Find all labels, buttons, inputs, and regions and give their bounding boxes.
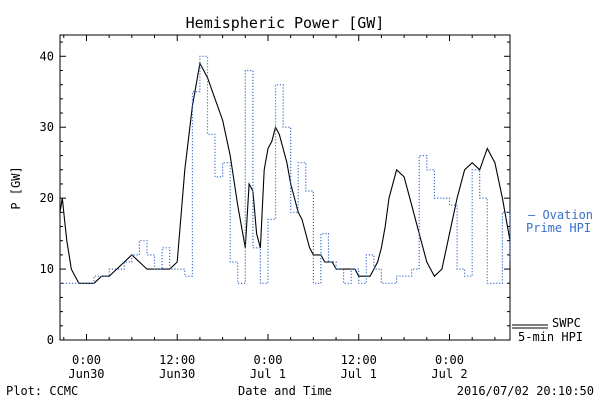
legend-ovation-line2: Prime HPI [526, 221, 591, 235]
x-tick-label: 0:00 [435, 353, 464, 367]
x-axis-label: Date and Time [238, 384, 332, 398]
x-tick-label: 0:00 [72, 353, 101, 367]
legend-swpc-line2: 5-min HPI [518, 330, 583, 344]
y-tick-label: 10 [40, 262, 54, 276]
footer-credit: Plot: CCMC [6, 384, 78, 398]
series-group [59, 55, 511, 284]
x-tick-sublabel: Jul 2 [431, 367, 467, 381]
legend-swpc: SWPC [552, 316, 581, 330]
x-tick-label: 12:00 [341, 353, 377, 367]
x-tick-sublabel: Jul 1 [250, 367, 286, 381]
plot-frame [59, 34, 511, 341]
y-axis-label: P [GW] [9, 166, 23, 209]
x-tick-label: 12:00 [159, 353, 195, 367]
ovation-series-line [60, 55, 511, 284]
y-tick-label: 20 [40, 191, 54, 205]
y-tick-label: 40 [40, 49, 54, 63]
x-tick-sublabel: Jun30 [159, 367, 195, 381]
chart-title: Hemispheric Power [GW] [186, 14, 385, 32]
y-axis: 0 10 20 30 40 [40, 41, 510, 347]
y-tick-label: 30 [40, 120, 54, 134]
y-tick-label: 0 [47, 333, 54, 347]
x-tick-sublabel: Jun30 [68, 367, 104, 381]
swpc-series-line [59, 61, 511, 284]
x-tick-sublabel: Jul 1 [341, 367, 377, 381]
footer-timestamp: 2016/07/02 20:10:50 [457, 384, 594, 398]
x-tick-label: 0:00 [254, 353, 283, 367]
legend-ovation: — Ovation [528, 208, 593, 222]
